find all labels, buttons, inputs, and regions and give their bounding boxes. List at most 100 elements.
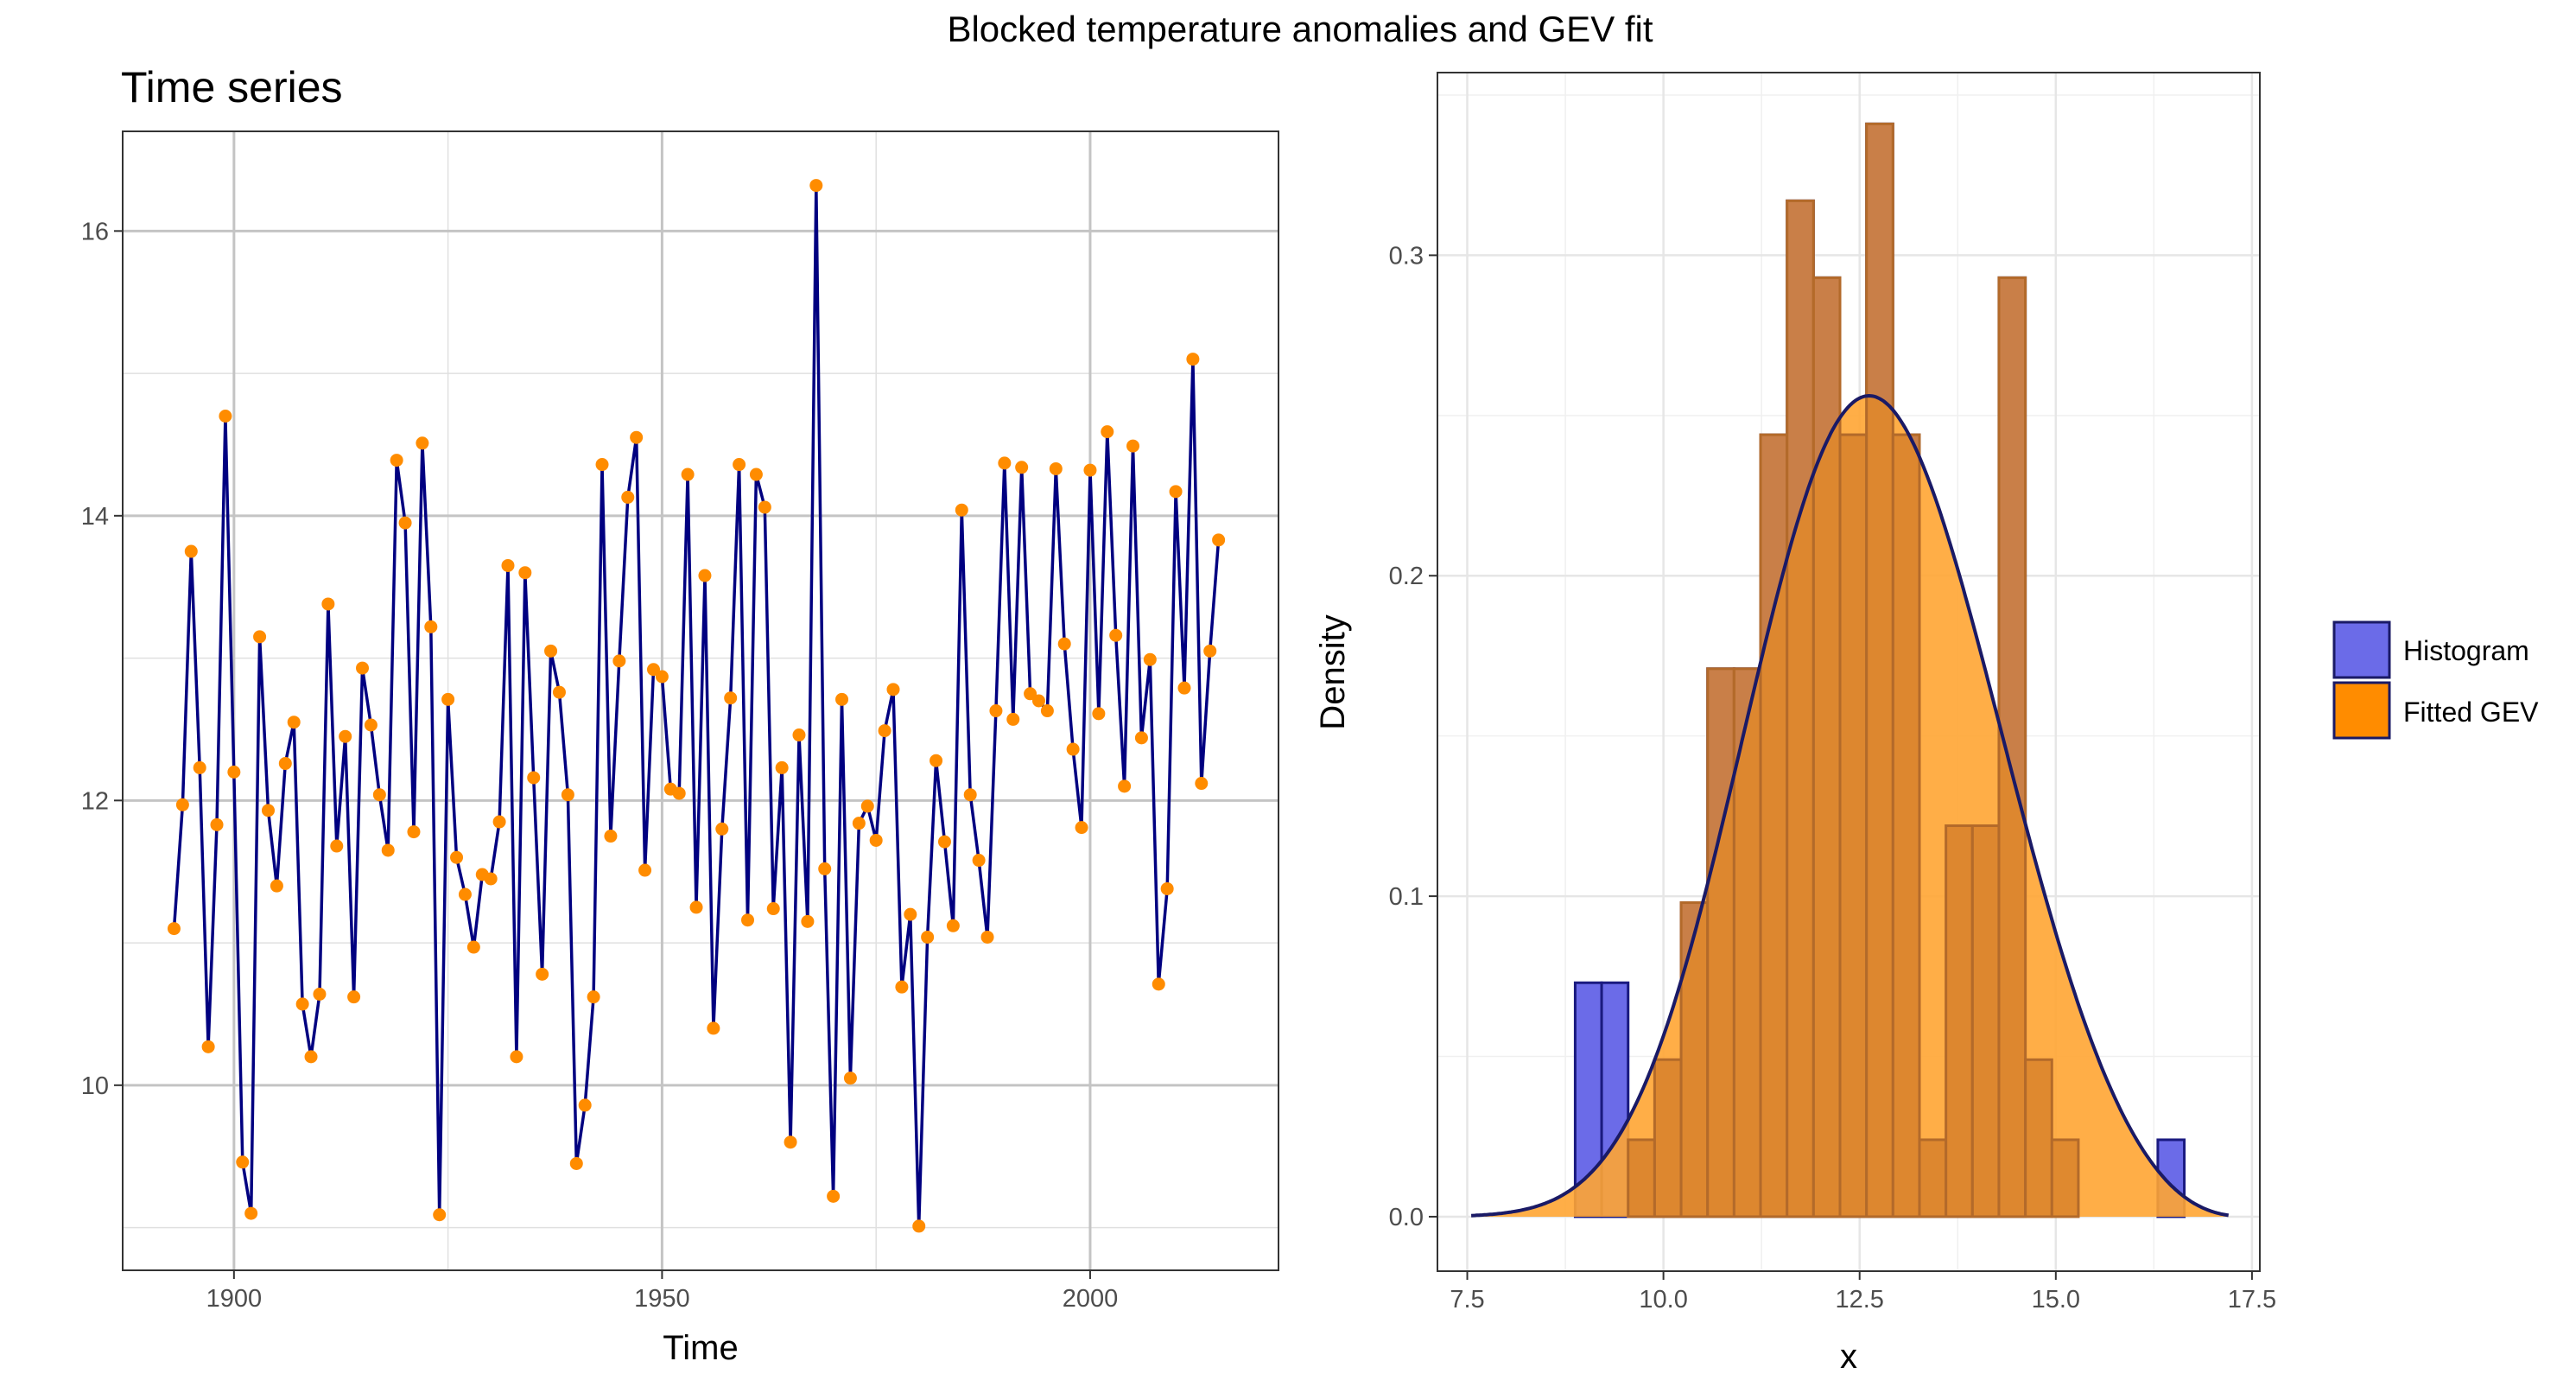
time-series-point xyxy=(672,786,686,800)
histogram-x-tick-label: 12.5 xyxy=(1835,1286,1883,1314)
time-series-point xyxy=(1152,977,1165,991)
histogram-panel: 7.5 10.0 12.5 15.0 17.5 0.0 0.1 0.2 0.3 x Densi… xyxy=(1314,72,2539,1374)
fitted-gev-bar xyxy=(1838,433,1869,1218)
histogram-y-tick-label: 0.3 xyxy=(1389,242,1424,270)
fitted-gev-bar xyxy=(1997,276,2027,1218)
time-series-y-tick-label: 10 xyxy=(81,1072,109,1100)
time-series-point xyxy=(244,1206,258,1220)
time-series-point xyxy=(236,1155,250,1169)
time-series-point xyxy=(843,1072,857,1085)
time-series-point xyxy=(1006,712,1020,726)
histogram-x-axis-title: x xyxy=(1840,1338,1857,1374)
fitted-gev-bar xyxy=(1786,199,1815,1218)
time-series-point xyxy=(758,500,771,514)
time-series-point xyxy=(989,704,1003,718)
time-series-point xyxy=(210,817,224,831)
time-series-point xyxy=(587,990,600,1004)
histogram-x-tick-label: 10.0 xyxy=(1639,1286,1687,1314)
time-series-point xyxy=(510,1050,523,1064)
time-series-point xyxy=(433,1208,447,1222)
time-series-point xyxy=(946,919,960,932)
time-series-point xyxy=(621,490,635,504)
time-series-point xyxy=(1092,707,1106,721)
time-series-point xyxy=(707,1021,720,1035)
time-series-point xyxy=(295,997,309,1011)
time-series-point xyxy=(527,771,541,785)
time-series-point xyxy=(390,454,403,468)
time-series-point xyxy=(416,436,429,450)
time-series-point xyxy=(501,558,515,572)
time-series-point xyxy=(886,683,900,697)
fitted-gev-bar xyxy=(2024,1058,2053,1218)
histogram-plot-border xyxy=(1437,72,2261,1272)
time-series-point xyxy=(733,458,746,472)
time-series-point xyxy=(1101,425,1114,439)
time-series-point xyxy=(827,1189,841,1203)
time-series-point xyxy=(1049,461,1063,475)
time-series-x-axis: 1900 1950 2000 xyxy=(206,1270,1118,1313)
time-series-point xyxy=(492,815,506,829)
time-series-point xyxy=(1040,704,1054,718)
time-series-point xyxy=(1177,681,1191,695)
time-series-x-tick-label: 1900 xyxy=(206,1285,263,1313)
fitted-gev-bar xyxy=(1945,824,1974,1218)
fitted-gev-bar xyxy=(2050,1138,2080,1218)
time-series-point xyxy=(466,940,480,954)
fitted-gev-bar xyxy=(1627,1138,1656,1218)
time-series-point xyxy=(339,729,352,743)
time-series-point xyxy=(612,654,626,668)
time-series-point xyxy=(578,1098,592,1112)
time-series-point xyxy=(1186,353,1200,366)
legend-key-fitted-gev xyxy=(2332,681,2391,740)
time-series-point xyxy=(347,990,361,1004)
time-series-point xyxy=(595,458,609,472)
time-series-point xyxy=(852,817,866,830)
time-series-y-tick-label: 14 xyxy=(81,503,109,531)
time-series-point xyxy=(1126,439,1140,453)
time-series-point xyxy=(835,692,849,706)
time-series-point xyxy=(1024,687,1037,701)
time-series-point xyxy=(1031,694,1045,708)
time-series-point xyxy=(458,887,472,901)
histogram-y-axis-title: Density xyxy=(1314,614,1352,729)
time-series-point xyxy=(544,644,558,658)
time-series-point xyxy=(552,685,566,699)
time-series-point xyxy=(980,930,994,944)
time-series-point xyxy=(1075,821,1088,835)
time-series-point xyxy=(963,788,977,802)
time-series-title: Time series xyxy=(121,63,343,111)
histogram-y-tick-label: 0.2 xyxy=(1389,563,1424,590)
time-series-point xyxy=(484,872,498,886)
time-series-x-tick-label: 1950 xyxy=(634,1285,690,1313)
time-series-point xyxy=(741,913,755,927)
time-series-point xyxy=(818,862,832,875)
legend: Histogram Fitted GEV xyxy=(2332,620,2539,740)
time-series-point xyxy=(955,503,968,517)
gev-density-curve xyxy=(1471,393,2230,1218)
time-series-point xyxy=(1134,731,1148,745)
time-series-point xyxy=(536,967,549,981)
time-series-point xyxy=(381,843,395,857)
time-series-point xyxy=(450,850,464,864)
histogram-x-tick-label: 7.5 xyxy=(1450,1286,1484,1314)
time-series-point xyxy=(201,1040,215,1053)
time-series-point xyxy=(175,798,189,811)
histogram-x-axis: 7.5 10.0 12.5 15.0 17.5 xyxy=(1450,1271,2276,1314)
time-series-y-tick-label: 12 xyxy=(81,787,109,815)
fitted-gev-bar xyxy=(1759,433,1789,1218)
time-series-point xyxy=(912,1219,926,1233)
fitted-gev-bar xyxy=(1706,667,1735,1218)
time-series-point xyxy=(372,788,386,802)
time-series-point xyxy=(869,833,883,847)
time-series-point xyxy=(604,830,618,843)
histogram-y-tick-label: 0.0 xyxy=(1389,1204,1424,1231)
legend-key-histogram xyxy=(2332,620,2391,679)
time-series-point xyxy=(441,692,455,706)
time-series-point xyxy=(193,760,206,774)
time-series-point xyxy=(321,597,335,611)
time-series-point xyxy=(227,765,241,779)
time-series-point xyxy=(261,804,275,817)
fitted-gev-bar xyxy=(1891,433,1921,1218)
time-series-point xyxy=(1066,742,1080,756)
